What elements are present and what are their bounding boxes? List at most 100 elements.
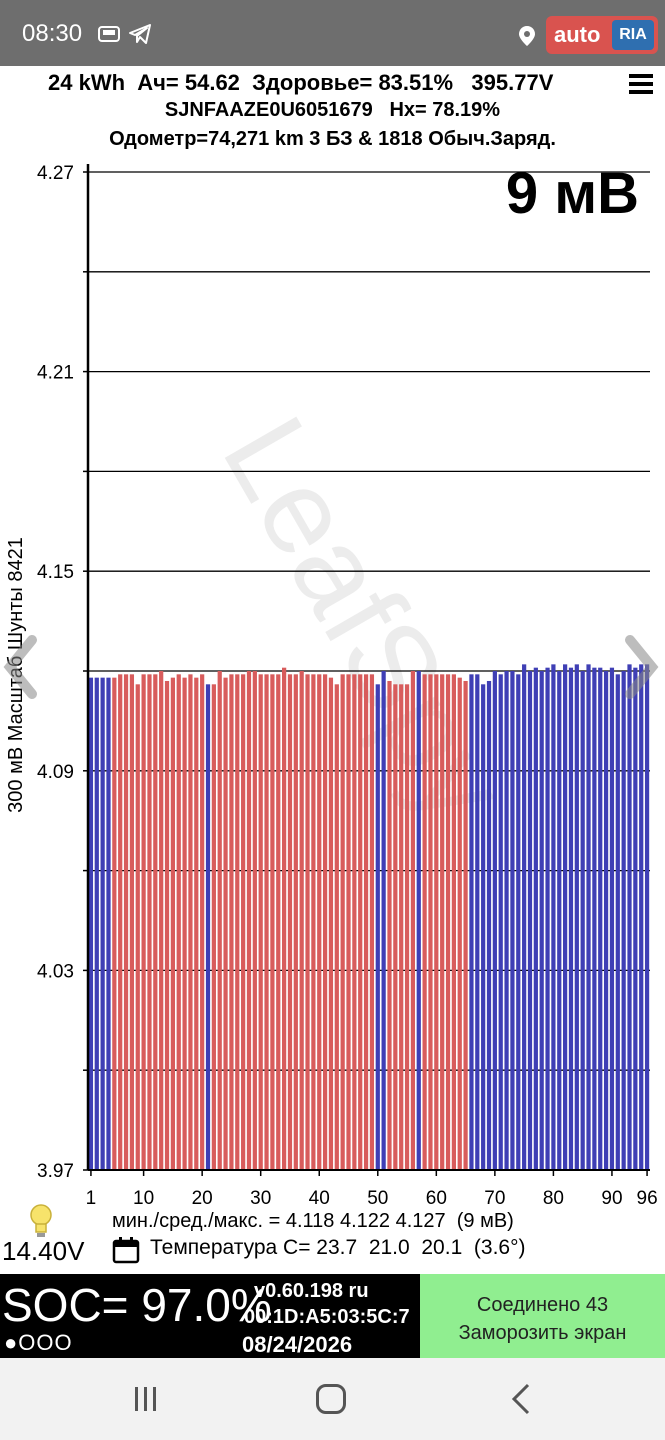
- vin-line: SJNFAAZE0U6051679 Hx= 78.19%: [164, 99, 501, 121]
- cell-bar: [129, 674, 135, 1170]
- chart-title: 9 мВ: [505, 161, 639, 226]
- cell-bar: [516, 674, 521, 1170]
- cell-bar: [404, 684, 410, 1170]
- x-tick-label: 30: [250, 1188, 271, 1209]
- cell-bar: [598, 667, 603, 1170]
- cell-bar: [328, 677, 334, 1170]
- y-tick-label: 3.97: [37, 1161, 74, 1182]
- system-nav-bar: [0, 1358, 665, 1440]
- battery-summary-line: 24 kWh Ач= 54.62 Здоровье= 83.51% 395.77…: [48, 70, 554, 95]
- cell-bar: [340, 674, 345, 1170]
- cell-bar: [299, 671, 304, 1170]
- aux-battery-voltage: 14.40V: [2, 1236, 85, 1266]
- cell-bar: [229, 674, 234, 1170]
- recent-apps-icon[interactable]: [132, 1387, 160, 1411]
- cell-bar: [510, 671, 515, 1170]
- freeze-screen-button[interactable]: Соединено 43 Заморозить экран: [420, 1274, 665, 1358]
- cell-bar: [334, 684, 339, 1170]
- cell-bar: [440, 674, 445, 1170]
- y-tick-label: 4.15: [37, 562, 74, 583]
- prev-arrow-icon[interactable]: [2, 632, 42, 702]
- cell-bar: [123, 674, 129, 1170]
- cell-bar: [492, 671, 497, 1170]
- status-bar: 08:30 auto RIA: [0, 0, 665, 66]
- logo-text-ria: RIA: [612, 20, 654, 50]
- y-tick-label: 4.21: [37, 363, 74, 384]
- cell-bar: [112, 677, 117, 1170]
- calendar-icon[interactable]: [112, 1236, 140, 1264]
- cell-bar: [545, 667, 550, 1170]
- cell-bar: [609, 667, 615, 1170]
- cell-bar: [615, 674, 620, 1170]
- cell-bar: [416, 671, 421, 1170]
- autoria-logo: auto RIA: [546, 16, 658, 54]
- car-icon: [98, 26, 120, 42]
- lightbulb-icon[interactable]: [28, 1203, 54, 1239]
- cell-bar: [153, 674, 158, 1170]
- cell-bar: [580, 671, 585, 1170]
- cell-bar: [358, 674, 363, 1170]
- cell-bar: [422, 674, 427, 1170]
- cell-bar: [246, 671, 252, 1170]
- cell-bar: [223, 677, 228, 1170]
- logo-text-auto: auto: [554, 22, 601, 47]
- cell-bar: [410, 671, 416, 1170]
- cell-bar: [311, 674, 316, 1170]
- freeze-screen-label: Заморозить экран: [458, 1322, 627, 1344]
- cell-bar: [200, 674, 205, 1170]
- cell-bar: [147, 674, 152, 1170]
- cell-bar: [317, 674, 322, 1170]
- cell-bar: [486, 680, 492, 1170]
- adapter-mac: 00:1D:A5:03:5C:7: [244, 1306, 410, 1328]
- telegram-icon: [129, 24, 151, 44]
- cell-bar: [322, 674, 328, 1170]
- cell-bar: [352, 674, 357, 1170]
- cell-bar: [481, 684, 486, 1170]
- x-tick-label: 90: [601, 1188, 622, 1209]
- odometer-line: Одометр=74,271 km 3 БЗ & 1818 Обыч.Заряд…: [109, 128, 556, 150]
- cell-bar: [369, 674, 375, 1170]
- cell-bar: [522, 664, 527, 1170]
- back-icon[interactable]: [506, 1382, 536, 1416]
- cell-bar: [381, 671, 386, 1170]
- cell-bar: [633, 667, 638, 1170]
- voltage-stats: мин./сред./макс. = 4.118 4.122 4.127 (9 …: [112, 1210, 514, 1232]
- cell-bar: [457, 677, 462, 1170]
- x-tick-label: 96: [637, 1188, 658, 1209]
- cell-bar: [252, 671, 257, 1170]
- connection-count: Соединено 43: [476, 1294, 609, 1316]
- cell-bar: [211, 684, 216, 1170]
- cell-bar: [557, 671, 562, 1170]
- x-tick-label: 70: [484, 1188, 505, 1209]
- cell-bar: [469, 674, 474, 1170]
- cell-bar: [639, 664, 644, 1170]
- y-tick-label: 4.27: [37, 163, 74, 184]
- cell-bar: [118, 674, 123, 1170]
- cell-bar: [533, 667, 538, 1170]
- cell-bar: [539, 671, 544, 1170]
- cell-bar: [276, 674, 281, 1170]
- cell-bar: [346, 674, 351, 1170]
- cell-bar: [603, 671, 609, 1170]
- cell-bar: [363, 674, 369, 1170]
- temperature-readout: Температура C= 23.7 21.0 20.1 (3.6°): [150, 1236, 526, 1259]
- cell-bar: [428, 674, 433, 1170]
- next-arrow-icon[interactable]: [620, 632, 660, 702]
- cell-bar: [445, 674, 451, 1170]
- cell-bar: [621, 671, 626, 1170]
- cell-bar: [293, 674, 298, 1170]
- cell-bar: [264, 674, 269, 1170]
- home-icon[interactable]: [316, 1384, 346, 1414]
- cell-bar: [141, 674, 146, 1170]
- x-tick-label: 50: [367, 1188, 388, 1209]
- app-version: v0.60.198 ru: [254, 1280, 369, 1302]
- location-icon: [519, 26, 535, 46]
- cell-bar: [159, 671, 164, 1170]
- cell-bar: [164, 680, 170, 1170]
- cell-bar: [100, 677, 105, 1170]
- cell-bar: [241, 674, 246, 1170]
- cell-bar: [217, 671, 222, 1170]
- menu-icon[interactable]: [629, 74, 653, 96]
- current-date: 08/24/2026: [242, 1332, 353, 1357]
